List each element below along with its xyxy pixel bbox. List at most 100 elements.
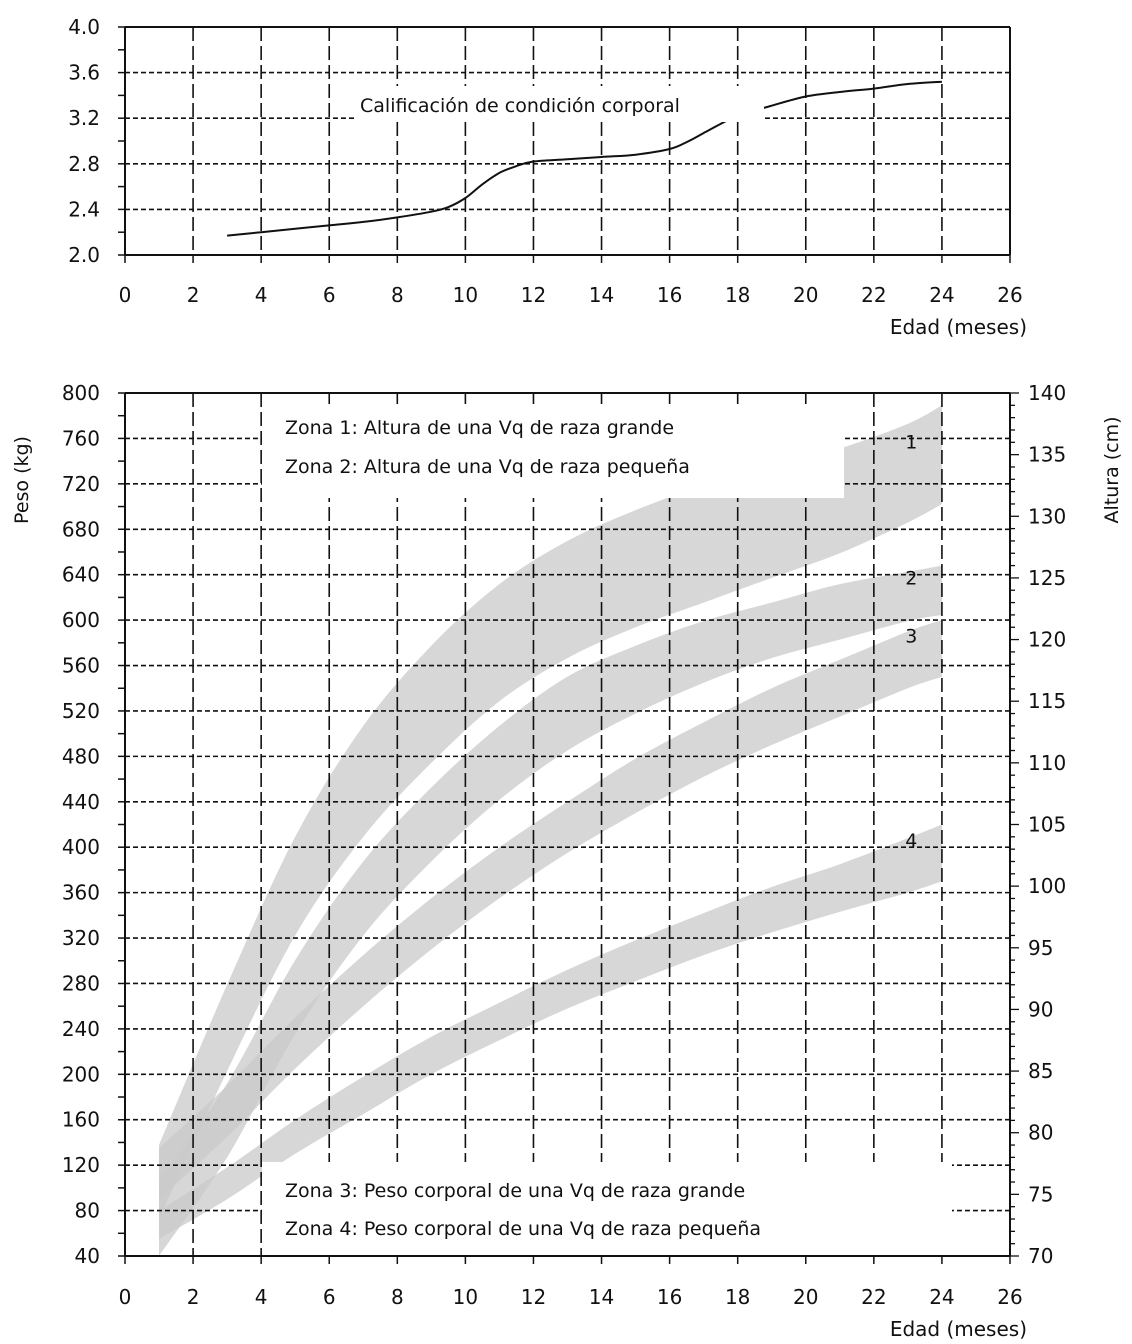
height-tick-label: 100 xyxy=(1028,874,1066,898)
weight-axis-label: Peso (kg) xyxy=(11,436,33,524)
weight-tick-label: 440 xyxy=(62,790,100,814)
legend-zone-4: Zona 4: Peso corporal de una Vq de raza … xyxy=(285,1218,761,1240)
height-tick-label: 120 xyxy=(1028,628,1066,652)
bottom-x-tick-label: 4 xyxy=(255,1285,268,1309)
height-tick-label: 140 xyxy=(1028,381,1066,405)
body-condition-axes xyxy=(118,26,1011,256)
bottom-x-tick-label: 22 xyxy=(861,1285,886,1309)
weight-tick-label: 240 xyxy=(62,1017,100,1041)
top-y-tick-label: 3.2 xyxy=(68,106,100,130)
top-x-tick-label: 22 xyxy=(861,283,886,307)
weight-tick-label: 760 xyxy=(62,426,100,450)
bottom-x-tick-label: 2 xyxy=(187,1285,200,1309)
top-x-tick-label: 18 xyxy=(725,283,750,307)
weight-tick-label: 160 xyxy=(62,1108,100,1132)
top-x-tick-label: 20 xyxy=(793,283,818,307)
height-tick-label: 130 xyxy=(1028,504,1066,528)
top-y-tick-label: 2.8 xyxy=(68,152,100,176)
top-x-tick-label: 4 xyxy=(255,283,268,307)
zone-number-labels: 1 2 3 4 xyxy=(905,432,917,852)
body-condition-line-layer xyxy=(227,80,942,237)
growth-zones-x-ticks: 0 2 4 6 8 10 12 14 16 18 20 22 24 26 xyxy=(119,1256,1023,1309)
top-x-tick-label: 14 xyxy=(589,283,614,307)
zone-band-3 xyxy=(159,620,942,1200)
body-condition-annotation: Calificación de condición corporal xyxy=(360,95,680,117)
weight-tick-label: 640 xyxy=(62,563,100,587)
weight-tick-label: 80 xyxy=(75,1199,100,1223)
bottom-x-tick-label: 26 xyxy=(997,1285,1022,1309)
weight-tick-label: 400 xyxy=(62,835,100,859)
weight-y-ticks: 40 80 120 160 200 240 280 320 360 400 440 480 520 560… xyxy=(62,381,100,1268)
weight-tick-label: 680 xyxy=(62,517,100,541)
top-x-axis-label: Edad (meses) xyxy=(890,315,1027,339)
weight-tick-label: 320 xyxy=(62,926,100,950)
zone-band-4 xyxy=(159,824,942,1239)
bottom-x-tick-label: 20 xyxy=(793,1285,818,1309)
top-x-tick-label: 12 xyxy=(521,283,546,307)
top-x-tick-label: 6 xyxy=(323,283,336,307)
bottom-x-tick-label: 0 xyxy=(119,1285,132,1309)
height-tick-label: 90 xyxy=(1028,997,1053,1021)
growth-zones-chart: 0 2 4 6 8 10 12 14 16 18 20 22 24 26 4080120160200240… xyxy=(11,381,1123,1341)
height-tick-label: 135 xyxy=(1028,443,1066,467)
body-condition-line xyxy=(227,80,942,237)
upper-legend-mask xyxy=(262,404,844,498)
weight-tick-label: 600 xyxy=(62,608,100,632)
top-x-tick-label: 8 xyxy=(391,283,404,307)
lower-legend-mask xyxy=(262,1162,952,1256)
top-x-tick-label: 26 xyxy=(997,283,1022,307)
body-condition-chart: 0 2 4 6 8 10 12 14 16 18 20 22 24 26 2.02.42.83.23.64… xyxy=(68,15,1027,339)
top-x-tick-label: 24 xyxy=(929,283,954,307)
zone-band-2 xyxy=(159,565,942,1256)
bottom-x-tick-label: 14 xyxy=(589,1285,614,1309)
body-condition-grid xyxy=(125,27,1010,255)
body-condition-x-ticks: 0 2 4 6 8 10 12 14 16 18 20 22 24 26 xyxy=(119,255,1023,307)
bottom-x-tick-label: 16 xyxy=(657,1285,682,1309)
height-tick-label: 80 xyxy=(1028,1121,1053,1145)
body-condition-label-bg xyxy=(356,86,764,122)
legend-zone-3: Zona 3: Peso corporal de una Vq de raza … xyxy=(285,1180,745,1202)
height-tick-label: 70 xyxy=(1028,1244,1053,1268)
height-tick-label: 110 xyxy=(1028,751,1066,775)
bottom-x-tick-label: 10 xyxy=(453,1285,478,1309)
legend-zone-1: Zona 1: Altura de una Vq de raza grande xyxy=(285,417,674,439)
top-x-tick-label: 10 xyxy=(453,283,478,307)
top-y-tick-label: 4.0 xyxy=(68,15,100,39)
bottom-x-tick-label: 12 xyxy=(521,1285,546,1309)
bottom-x-tick-label: 6 xyxy=(323,1285,336,1309)
height-tick-label: 75 xyxy=(1028,1182,1053,1206)
weight-tick-label: 120 xyxy=(62,1153,100,1177)
top-y-tick-label: 3.6 xyxy=(68,61,100,85)
zone-number-label: 3 xyxy=(905,625,917,647)
height-tick-label: 105 xyxy=(1028,813,1066,837)
weight-tick-label: 560 xyxy=(62,654,100,678)
body-condition-y-ticks: 2.0 2.4 2.8 3.2 3.6 4.0 xyxy=(68,15,100,267)
height-tick-label: 95 xyxy=(1028,936,1053,960)
top-x-tick-label: 2 xyxy=(187,283,200,307)
weight-tick-label: 720 xyxy=(62,472,100,496)
weight-tick-label: 360 xyxy=(62,881,100,905)
weight-tick-label: 480 xyxy=(62,744,100,768)
height-tick-label: 125 xyxy=(1028,566,1066,590)
bottom-x-tick-label: 8 xyxy=(391,1285,404,1309)
weight-tick-label: 280 xyxy=(62,971,100,995)
growth-zones-label-masks xyxy=(262,404,952,1256)
zone-number-label: 4 xyxy=(905,830,917,852)
top-x-tick-label: 0 xyxy=(119,283,132,307)
height-y-ticks: 70 75 80 85 90 95 100 105 110 115 120 125 130 135 140 xyxy=(1028,381,1066,1268)
zone-number-label: 1 xyxy=(905,432,917,454)
weight-tick-label: 800 xyxy=(62,381,100,405)
bottom-x-axis-label: Edad (meses) xyxy=(890,1317,1027,1341)
top-x-tick-label: 16 xyxy=(657,283,682,307)
legend-zone-2: Zona 2: Altura de una Vq de raza pequeña xyxy=(285,456,690,478)
weight-tick-label: 40 xyxy=(75,1244,100,1268)
weight-tick-label: 200 xyxy=(62,1062,100,1086)
zone-band-1 xyxy=(159,405,942,1219)
growth-zones-axes xyxy=(118,392,1019,1257)
top-y-tick-label: 2.0 xyxy=(68,243,100,267)
bottom-x-tick-label: 18 xyxy=(725,1285,750,1309)
growth-zone-bands xyxy=(159,405,942,1256)
weight-tick-label: 520 xyxy=(62,699,100,723)
height-axis-label: Altura (cm) xyxy=(1101,416,1123,523)
